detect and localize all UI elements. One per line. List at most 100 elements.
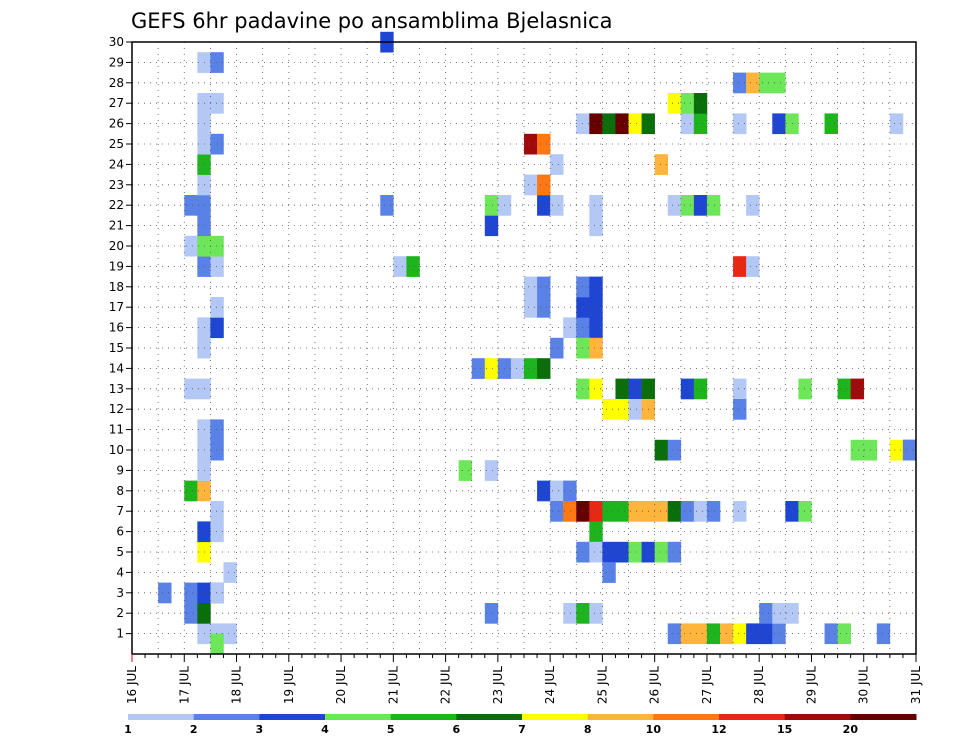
heatmap-cell (223, 623, 237, 645)
y-tick-label: 2 (116, 606, 124, 620)
heatmap-cell (693, 378, 708, 400)
heatmap-cell (210, 133, 224, 155)
heatmap-cell (589, 113, 603, 135)
heatmap-cell (602, 399, 616, 420)
heatmap-cell (210, 582, 224, 604)
heatmap-cell (484, 358, 499, 379)
heatmap-cell (589, 501, 603, 522)
y-tick-label: 8 (116, 484, 124, 498)
colorbar-label: 12 (711, 723, 726, 736)
heatmap-cell (654, 439, 669, 461)
y-axis: 1234567891011121314151617181920212223242… (109, 35, 132, 641)
y-tick-label: 27 (109, 96, 124, 110)
colorbar-label: 5 (387, 723, 395, 736)
heatmap-cell (733, 501, 747, 522)
colorbar-swatch (653, 714, 720, 720)
heatmap-cell (680, 195, 695, 216)
colorbar-swatch (784, 714, 851, 720)
heatmap-cell (184, 582, 198, 604)
x-tick-label: 31 JUL (909, 666, 923, 704)
heatmap-cell (602, 562, 616, 583)
heatmap-cell (184, 235, 198, 257)
y-tick-label: 24 (109, 157, 124, 171)
heatmap-cell (733, 623, 747, 645)
heatmap-cell (589, 276, 603, 298)
grid-lines (132, 41, 916, 654)
colorbar-label: 3 (256, 723, 264, 736)
heatmap-cell (628, 399, 642, 420)
heatmap-cell (380, 195, 394, 216)
y-tick-label: 13 (109, 382, 124, 396)
heatmap-cell (524, 133, 538, 155)
colorbar-label: 8 (584, 723, 592, 736)
heatmap-cell (615, 378, 629, 400)
heatmap-cell (889, 439, 904, 461)
colorbar-swatch (456, 714, 523, 720)
heatmap-cell (550, 154, 564, 175)
heatmap-cell (458, 460, 473, 481)
heatmap-cell (484, 603, 499, 624)
heatmap-cell (654, 154, 669, 175)
heatmap-cell (667, 623, 682, 645)
y-tick-label: 16 (109, 321, 124, 335)
colorbar-label: 1 (124, 723, 132, 736)
heatmap-cell (210, 633, 224, 655)
heatmap-cell (759, 623, 773, 645)
heatmap-cell (602, 501, 616, 522)
y-tick-label: 23 (109, 178, 124, 192)
y-tick-label: 19 (109, 259, 124, 273)
y-tick-label: 7 (116, 504, 124, 518)
colorbar: 1 2 3 4 5 6 7 8 10 12 15 20 (124, 714, 917, 736)
heatmap-cell (537, 276, 551, 298)
heatmap-cell (824, 113, 838, 135)
heatmap-cell (889, 113, 904, 135)
y-tick-label: 10 (109, 443, 124, 457)
heatmap-cell (772, 603, 786, 624)
heatmap-cell (733, 72, 747, 94)
y-tick-label: 25 (109, 137, 124, 151)
y-tick-label: 21 (109, 219, 124, 233)
heatmap-cell (615, 541, 629, 563)
x-tick-label: 20 JUL (334, 666, 348, 704)
heatmap-cell (693, 195, 708, 216)
heatmap-cell (693, 113, 708, 135)
y-tick-label: 3 (116, 586, 124, 600)
colorbar-label: 10 (646, 723, 662, 736)
y-tick-label: 17 (109, 300, 124, 314)
heatmap-cell (798, 501, 812, 522)
heatmap-cell (772, 113, 786, 135)
heatmap-cell (654, 501, 669, 522)
y-tick-label: 9 (116, 463, 124, 477)
heatmap-cell (471, 358, 486, 379)
heatmap-cell (589, 215, 603, 237)
heatmap-cell (550, 480, 564, 502)
colorbar-label: 4 (321, 723, 329, 736)
heatmap-cell (628, 501, 642, 522)
x-tick-label: 22 JUL (439, 666, 453, 704)
heatmap-cell (537, 480, 551, 502)
heatmap-cell (563, 317, 577, 339)
heatmap-cell (223, 562, 237, 583)
heatmap-cell (393, 256, 407, 277)
heatmap-cell (733, 399, 747, 420)
heatmap-cell (733, 256, 747, 277)
chart-title: GEFS 6hr padavine po ansamblima Bjelasni… (131, 9, 612, 33)
heatmap-cell (798, 378, 812, 400)
heatmap-cell (550, 501, 564, 522)
x-tick-label: 24 JUL (543, 666, 557, 704)
colorbar-label: 15 (777, 723, 792, 736)
x-tick-label: 29 JUL (804, 666, 818, 704)
heatmap-cell (550, 337, 564, 359)
heatmap-cell (628, 541, 642, 563)
heatmap-cell (537, 358, 551, 379)
heatmap-cell (850, 378, 865, 400)
y-tick-label: 4 (116, 565, 124, 579)
heatmap-cell (615, 113, 629, 135)
heatmap-cell (680, 623, 695, 645)
heatmap-cell (210, 235, 224, 257)
heatmap-cell (667, 501, 682, 522)
heatmap-cell (759, 72, 773, 94)
heatmap-cell (759, 603, 773, 624)
heatmap-cell (667, 195, 682, 216)
y-tick-label: 26 (109, 117, 124, 131)
